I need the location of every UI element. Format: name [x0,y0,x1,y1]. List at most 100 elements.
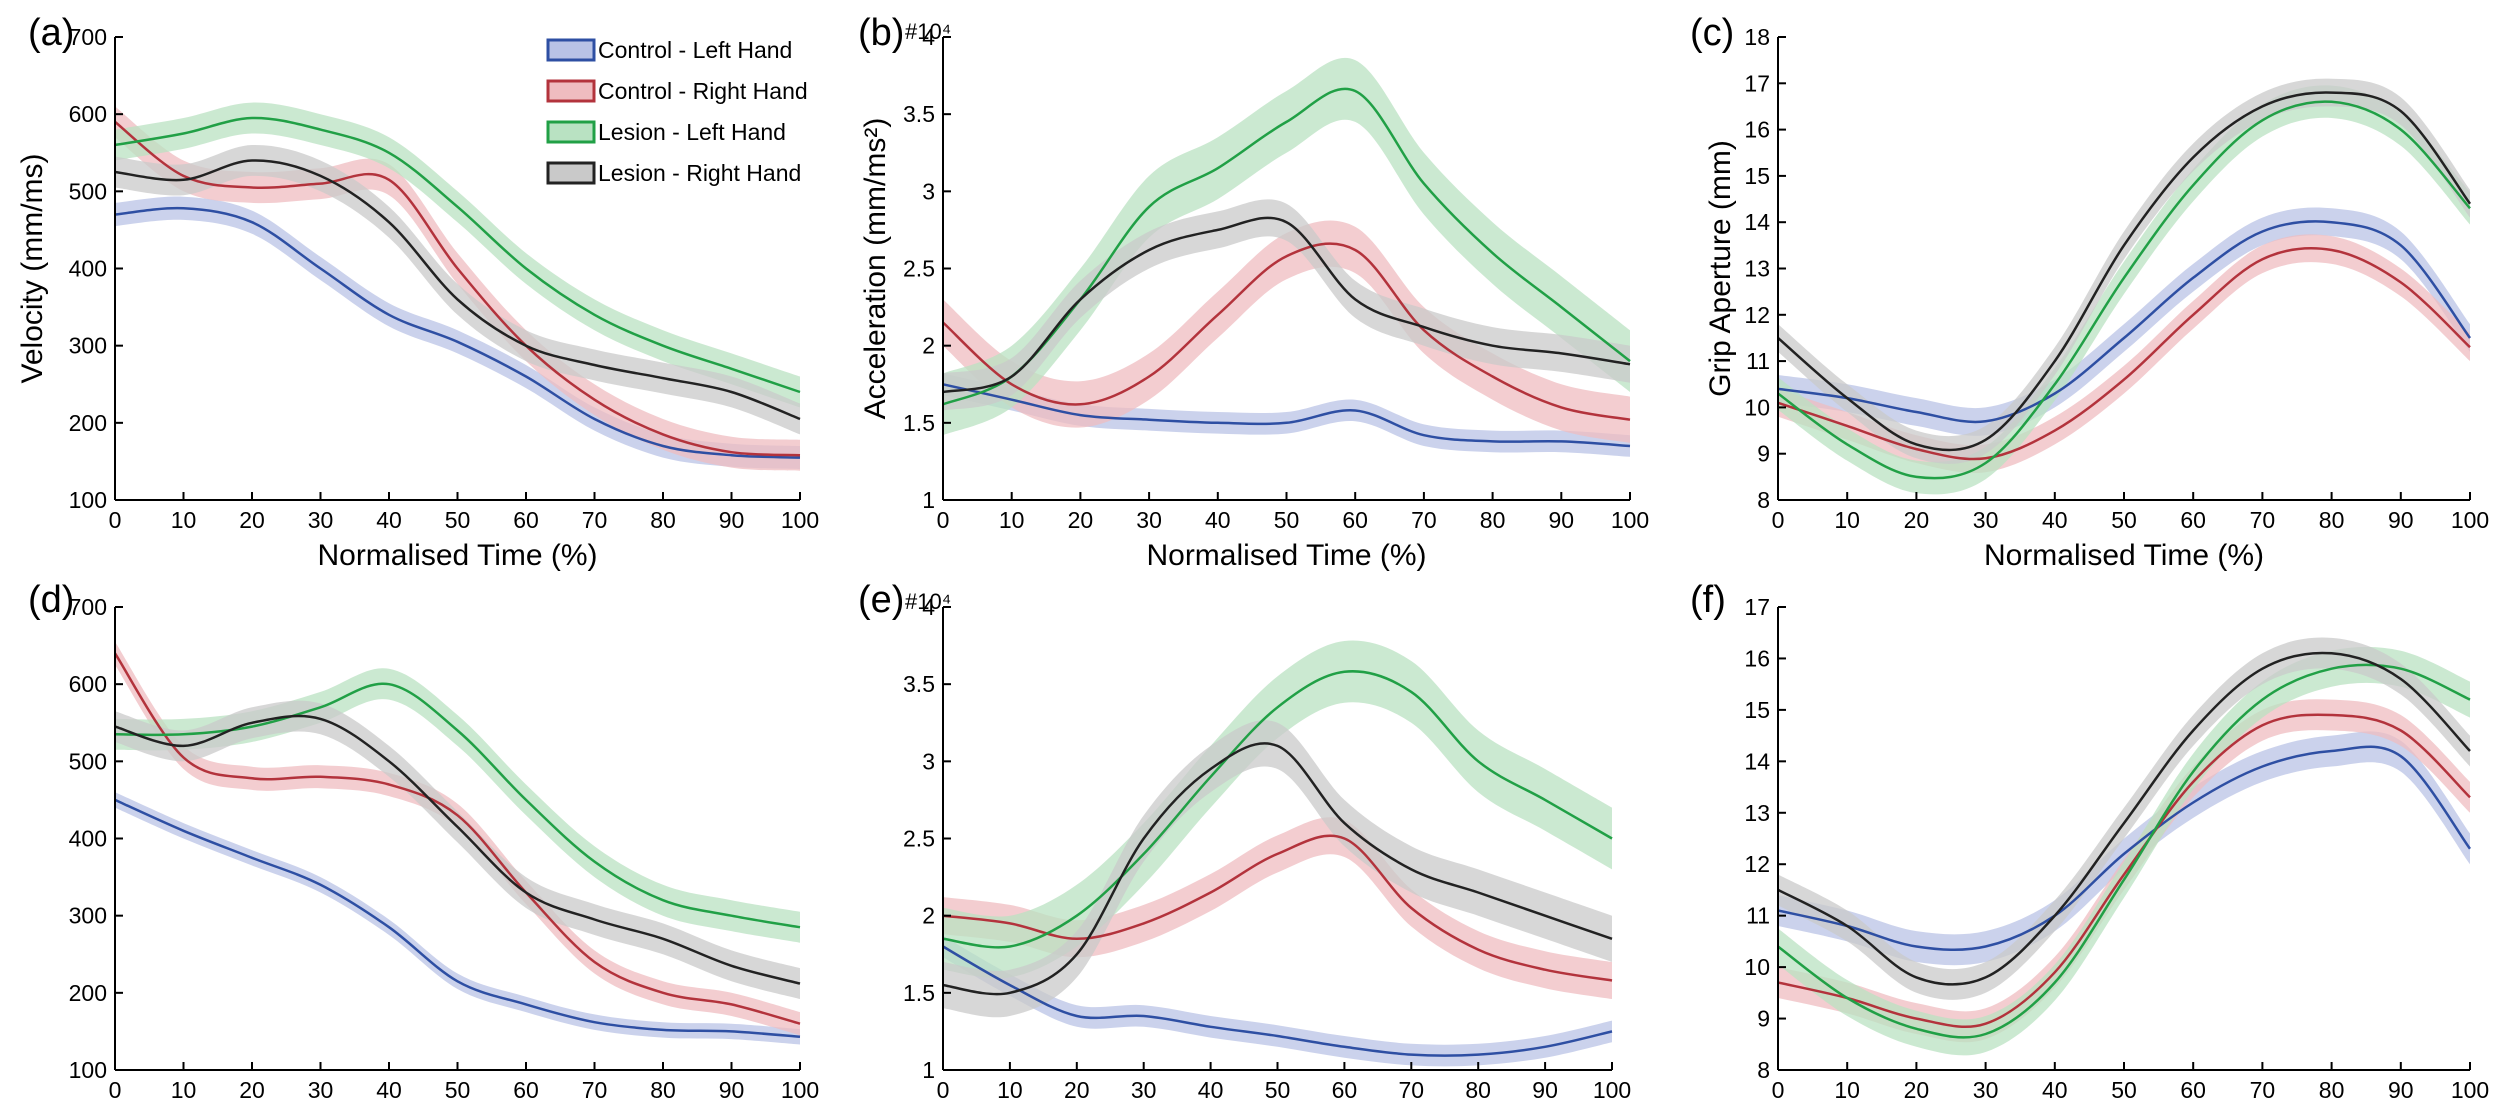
x-tick-label: 70 [582,507,608,533]
x-tick-label: 90 [1532,1077,1558,1103]
x-tick-label: 100 [2451,1077,2489,1103]
x-tick-label: 100 [781,507,819,533]
x-tick-label: 80 [1465,1077,1491,1103]
x-tick-label: 40 [2042,507,2068,533]
series-band [943,640,1612,979]
series-line [1777,663,2471,1039]
x-tick-label: 60 [2180,507,2206,533]
x-tick-label: 40 [1198,1077,1224,1103]
y-tick-label: 11 [1746,348,1770,374]
x-tick-label: 90 [719,507,745,533]
legend-swatch [546,120,596,144]
legend-entry: Control - Right Hand [598,78,808,104]
y-tick-label: 500 [69,178,107,204]
series-line [113,652,801,1025]
y-tick-label: 1.5 [903,410,935,436]
x-tick-label: 100 [1593,1077,1631,1103]
x-tick-label: 30 [1973,1077,1999,1103]
y-tick-label: 12 [1744,302,1770,328]
panel-label: (f) [1690,579,1726,621]
y-tick-label: 2 [922,333,935,359]
y-tick-label: 100 [69,487,107,513]
legend-entry: Lesion - Right Hand [598,160,801,186]
y-tick-label: 2.5 [903,256,935,282]
x-tick-label: 80 [650,507,676,533]
y-tick-label: 500 [69,748,107,774]
y-tick-label: 13 [1744,800,1770,826]
series-band [943,935,1612,1067]
series-band [115,106,800,471]
series-line [942,383,1631,448]
x-tick-label: 10 [999,507,1025,533]
y-tick-label: 14 [1744,209,1770,235]
x-tick-label: 10 [1834,507,1860,533]
y-tick-label: 16 [1744,645,1770,671]
x-tick-label: 0 [1772,507,1785,533]
y-tick-label: 700 [69,594,107,620]
y-tick-label: 600 [69,671,107,697]
panel-a: (a) 100 200 300 400 500 600 700 0 10 20 30 40 50 60 70 8… [16,12,819,572]
series-line [114,798,801,1039]
y-tick-label: 3 [922,748,935,774]
x-tick-label: 60 [2180,1077,2206,1103]
y-tick-label: 4 [922,594,935,620]
series-line [1777,220,2472,424]
x-tick-label: 70 [1411,507,1437,533]
series-line [942,834,1613,982]
y-tick-label: 2 [922,903,935,929]
x-tick-label: 50 [2111,1077,2137,1103]
y-tick-label: 17 [1744,70,1770,96]
x-tick-label: 70 [582,1077,608,1103]
x-tick-label: 40 [1205,507,1231,533]
x-tick-label: 50 [1265,1077,1291,1103]
y-tick-label: 11 [1746,903,1770,929]
x-tick-label: 30 [308,507,334,533]
x-tick-label: 0 [937,1077,950,1103]
series-line [1777,100,2471,480]
x-axis-label: Normalised Time (%) [1984,539,2264,572]
y-tick-label: 8 [1757,1057,1770,1083]
x-tick-label: 90 [2388,507,2414,533]
x-tick-label: 10 [171,1077,197,1103]
y-tick-label: 700 [69,24,107,50]
series-band [1778,78,2470,464]
series-line [1777,651,2471,986]
panel-label: (a) [28,12,74,54]
panel-label: (c) [1690,12,1734,54]
series-band [1778,731,2470,966]
x-tick-label: 100 [781,1077,819,1103]
y-tick-label: 16 [1744,117,1770,143]
series-line [942,87,1631,406]
x-tick-label: 0 [937,507,950,533]
y-tick-label: 8 [1757,487,1770,513]
series-line [942,670,1613,949]
series-band [115,700,800,999]
legend: Control - Left Hand Control - Right Hand L… [546,37,808,186]
x-tick-label: 40 [2042,1077,2068,1103]
axis-exponent: #10⁴ [905,19,951,44]
x-tick-label: 90 [2388,1077,2414,1103]
x-tick-label: 100 [2451,507,2489,533]
y-tick-label: 600 [69,101,107,127]
panel-b: (b)11.522.533.540 10 20 30 40 50 60 70 80 90 100#1… [858,12,1649,572]
series-band [943,373,1630,457]
x-tick-label: 30 [308,1077,334,1103]
series-line [1777,247,2471,461]
x-tick-label: 0 [1772,1077,1785,1103]
y-tick-label: 1 [922,487,935,513]
x-axis-label: Normalised Time (%) [317,539,597,572]
series-band [1778,85,2470,495]
series-line [114,116,801,394]
x-tick-label: 10 [1834,1077,1860,1103]
y-tick-label: 3.5 [903,671,935,697]
x-tick-label: 0 [109,1077,122,1103]
y-tick-label: 200 [69,410,107,436]
panel-label: (d) [28,579,74,621]
y-tick-label: 100 [69,1057,107,1083]
y-tick-label: 2.5 [903,826,935,852]
y-tick-label: 1 [922,1057,935,1083]
x-axis-label: Normalised Time (%) [1146,539,1426,572]
series-band [943,220,1630,443]
series-line [942,945,1613,1057]
